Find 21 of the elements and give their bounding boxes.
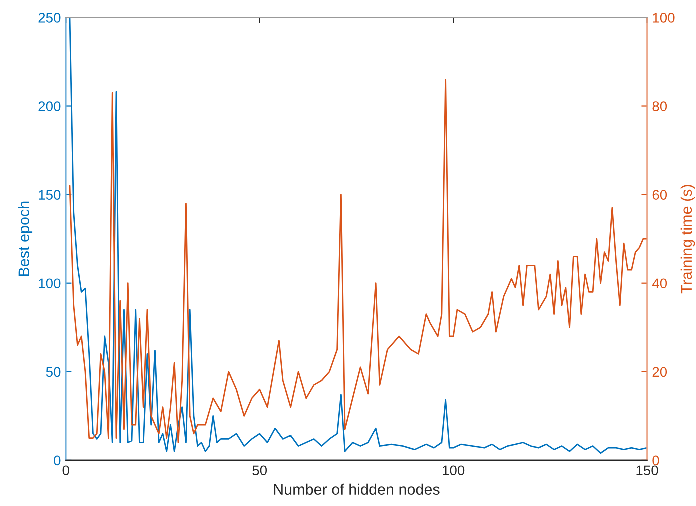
line-series	[69, 79, 648, 444]
y-tick-label: 100	[39, 278, 61, 289]
x-tick-label: 150	[636, 466, 658, 476]
y2-tick-label: 100	[653, 13, 675, 23]
y-tick-label: 150	[39, 190, 61, 200]
y2-tick-label: 20	[652, 367, 668, 378]
line-series	[69, 18, 648, 454]
y2-tick-label: 0	[652, 456, 660, 466]
x-tick-label: 50	[252, 466, 268, 476]
y2-tick-label: 40	[652, 278, 668, 289]
y-axis-title: Best epoch	[18, 202, 33, 276]
y-tick-label: 50	[46, 367, 61, 378]
y-tick-label: 0	[54, 456, 61, 466]
x-tick-label: 0	[62, 466, 70, 476]
y-tick-label: 200	[38, 102, 61, 112]
x-tick-label: 100	[443, 466, 465, 476]
y2-tick-label: 60	[652, 190, 668, 200]
y2-axis-title: Training time (s)	[680, 185, 696, 294]
y2-tick-label: 80	[652, 102, 668, 112]
x-axis-title: Number of hidden nodes	[274, 484, 440, 496]
y-tick-label: 250	[38, 13, 61, 23]
